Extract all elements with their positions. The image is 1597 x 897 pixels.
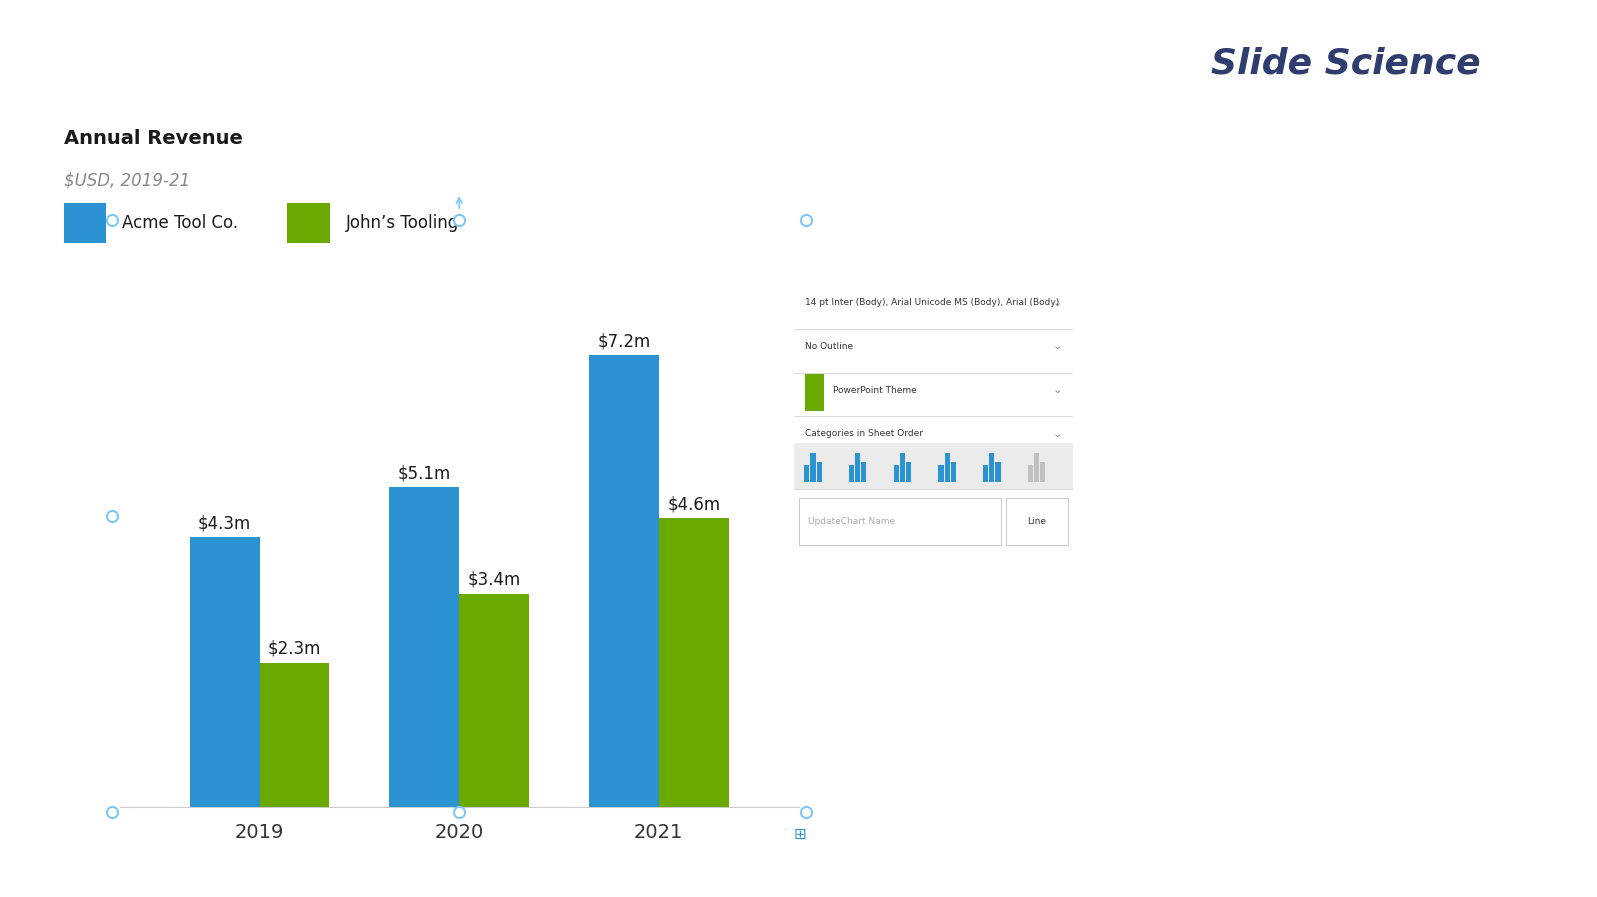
- FancyBboxPatch shape: [287, 204, 331, 243]
- Bar: [805, 465, 810, 482]
- Text: Slide Science: Slide Science: [1211, 47, 1480, 81]
- Text: $4.3m: $4.3m: [198, 514, 251, 532]
- Bar: [950, 462, 955, 482]
- Text: Annual Revenue: Annual Revenue: [64, 129, 243, 148]
- Text: John’s Tooling: John’s Tooling: [345, 214, 458, 232]
- Text: No Outline: No Outline: [805, 342, 853, 351]
- Text: ⌄: ⌄: [1052, 429, 1062, 439]
- FancyBboxPatch shape: [64, 204, 107, 243]
- Text: Categories in Sheet Order: Categories in Sheet Order: [805, 430, 923, 439]
- Text: $5.1m: $5.1m: [398, 464, 450, 482]
- Text: ⌄: ⌄: [1052, 385, 1062, 396]
- Bar: [658, 518, 728, 807]
- Text: ⌄: ⌄: [1052, 298, 1062, 308]
- Bar: [861, 462, 866, 482]
- Bar: [901, 453, 905, 482]
- Text: $2.3m: $2.3m: [268, 640, 321, 658]
- Bar: [794, 442, 1073, 490]
- Bar: [1006, 498, 1067, 544]
- Bar: [1040, 462, 1044, 482]
- Bar: [1033, 453, 1040, 482]
- Text: $USD, 2019-21: $USD, 2019-21: [64, 171, 190, 189]
- Bar: [856, 453, 861, 482]
- Bar: [939, 465, 944, 482]
- Bar: [984, 465, 989, 482]
- FancyBboxPatch shape: [805, 373, 824, 411]
- Text: PowerPoint Theme: PowerPoint Theme: [834, 386, 917, 395]
- Bar: [798, 498, 1000, 544]
- Text: © Slide Science: © Slide Science: [1420, 868, 1541, 883]
- Text: $7.2m: $7.2m: [597, 332, 650, 350]
- Bar: [589, 355, 658, 807]
- Bar: [995, 462, 1000, 482]
- Bar: [458, 594, 529, 807]
- Bar: [810, 453, 816, 482]
- Bar: [944, 453, 950, 482]
- Text: 14 pt Inter (Body), Arial Unicode MS (Body), Arial (Body): 14 pt Inter (Body), Arial Unicode MS (Bo…: [805, 298, 1059, 308]
- Bar: [259, 663, 329, 807]
- Text: $4.6m: $4.6m: [668, 495, 720, 513]
- Text: Acme Tool Co.: Acme Tool Co.: [121, 214, 238, 232]
- Text: $3.4m: $3.4m: [468, 570, 521, 588]
- Text: ⊞: ⊞: [794, 827, 806, 841]
- Text: Line: Line: [1027, 518, 1046, 527]
- Bar: [989, 453, 995, 482]
- Bar: [850, 465, 854, 482]
- Text: Converting between chart types in think-cell: Converting between chart types in think-…: [27, 48, 770, 81]
- Text: ⌄: ⌄: [1052, 342, 1062, 352]
- Bar: [190, 537, 259, 807]
- Bar: [390, 487, 458, 807]
- Bar: [1028, 465, 1033, 482]
- Bar: [894, 465, 899, 482]
- Bar: [816, 462, 821, 482]
- Text: UpdateChart Name: UpdateChart Name: [808, 518, 894, 527]
- Bar: [905, 462, 910, 482]
